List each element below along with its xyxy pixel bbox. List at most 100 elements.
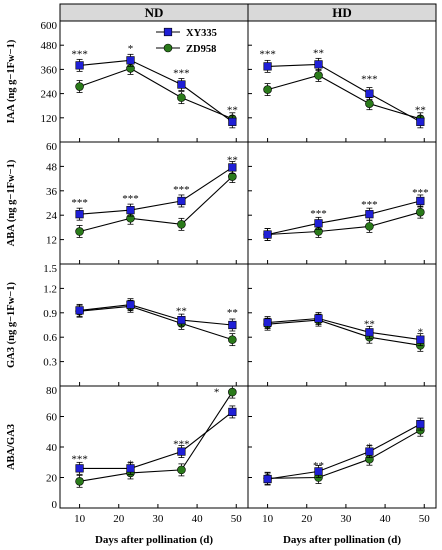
y-tick-label: 0.3	[43, 357, 57, 369]
data-point-xy335	[416, 335, 425, 344]
series-line-zd958	[267, 74, 421, 120]
series-line-xy335	[267, 423, 421, 480]
data-point-zd958	[75, 82, 84, 91]
data-point-xy335	[365, 210, 374, 219]
x-axis-label-0: Days after pollination (d)	[95, 534, 213, 546]
series-line-zd958	[79, 305, 233, 341]
significance-annotation: *	[128, 43, 134, 55]
data-point-xy335	[126, 464, 135, 473]
y-tick-label: 600	[41, 20, 58, 32]
x-tick-label: 10	[262, 513, 274, 525]
data-point-xy335	[75, 61, 84, 70]
data-point-xy335	[314, 219, 323, 228]
significance-annotation: **	[415, 105, 426, 117]
y-tick-label: 0.6	[43, 332, 57, 344]
x-tick-label: 20	[301, 513, 313, 525]
data-point-xy335	[365, 447, 374, 456]
x-tick-label: 30	[152, 513, 164, 525]
series-line-zd958	[79, 67, 233, 120]
series-line-zd958	[267, 211, 421, 236]
y-tick-label: 0	[52, 499, 58, 511]
data-point-xy335	[228, 117, 237, 126]
data-point-xy335	[314, 314, 323, 323]
data-point-xy335	[126, 56, 135, 65]
legend-label-zd958: ZD958	[186, 44, 216, 55]
data-point-zd958	[177, 220, 186, 229]
x-tick-label: 30	[340, 513, 352, 525]
data-point-xy335	[228, 407, 237, 417]
y-tick-label: 36	[46, 186, 58, 198]
y-tick-label: 60	[46, 141, 58, 153]
y-tick-label: 80	[46, 385, 58, 397]
y-tick-label: 0.9	[43, 308, 57, 320]
data-point-xy335	[314, 467, 323, 476]
data-point-zd958	[365, 222, 374, 231]
significance-annotation: ***	[361, 199, 378, 211]
panel-2-hd: ***	[247, 263, 437, 387]
y-tick-label: 20	[46, 473, 58, 485]
series-line-xy335	[79, 166, 233, 215]
data-point-zd958	[75, 477, 84, 486]
significance-annotation: *	[367, 441, 373, 453]
data-point-zd958	[177, 465, 186, 475]
significance-annotation: ***	[71, 197, 88, 209]
series-line-xy335	[79, 411, 233, 469]
column-title-hd: HD	[332, 5, 352, 20]
data-point-xy335	[177, 196, 186, 206]
y-tick-label: 40	[46, 442, 58, 454]
significance-annotation: **	[227, 105, 238, 117]
y-tick-label: 240	[41, 89, 58, 101]
significance-annotation: *	[128, 458, 134, 470]
significance-annotation: **	[313, 460, 324, 472]
significance-annotation: ***	[310, 208, 327, 220]
data-point-xy335	[126, 206, 135, 215]
data-point-xy335	[365, 328, 374, 337]
series-line-xy335	[267, 200, 421, 236]
panel-frame	[247, 141, 437, 265]
data-point-xy335	[314, 60, 323, 69]
significance-annotation: ***	[173, 184, 190, 196]
significance-annotation: ***	[122, 193, 139, 205]
y-tick-label: 1.2	[43, 283, 57, 295]
y-axis-label: ABA/GA3	[6, 424, 17, 470]
data-point-xy335	[228, 163, 237, 172]
significance-annotation: **	[176, 306, 187, 318]
data-point-zd958	[177, 93, 186, 102]
x-axis-label-1: Days after pollination (d)	[283, 534, 401, 546]
panel-frame	[59, 141, 249, 265]
legend-marker-xy335	[163, 27, 173, 37]
data-point-zd958	[75, 227, 84, 236]
data-point-xy335	[416, 196, 425, 206]
data-point-zd958	[228, 335, 237, 344]
data-point-zd958	[263, 85, 272, 94]
y-tick-label: 360	[41, 64, 58, 76]
series-line-zd958	[79, 391, 233, 482]
series-line-zd958	[267, 429, 421, 479]
significance-annotation: ***	[71, 454, 88, 466]
significance-annotation: ***	[71, 48, 88, 60]
significance-annotation: **	[313, 47, 324, 59]
y-tick-label: 24	[46, 210, 58, 222]
significance-annotation: *	[214, 387, 220, 399]
series-line-xy335	[79, 304, 233, 326]
data-point-xy335	[263, 230, 272, 239]
data-point-zd958	[228, 387, 237, 397]
panel-2-nd: 0.3 0.6 0.9 1.2 1.5 GA3 (ng g−1Fw−1) ** **	[6, 263, 249, 387]
data-point-xy335	[416, 117, 425, 126]
series-line-zd958	[267, 319, 421, 346]
significance-annotation: ***	[361, 73, 378, 85]
data-point-xy335	[263, 474, 272, 484]
x-tick-label: 40	[380, 513, 392, 525]
data-point-xy335	[365, 89, 374, 98]
significance-annotation: **	[364, 319, 375, 331]
panel-1-hd: *** *** ***	[247, 141, 437, 265]
significance-annotation: *	[418, 327, 424, 339]
significance-annotation: ***	[412, 187, 429, 199]
legend: XY335 ZD958	[156, 27, 217, 55]
data-point-xy335	[177, 316, 186, 325]
x-tick-label: 10	[74, 513, 86, 525]
data-point-xy335	[177, 80, 186, 89]
